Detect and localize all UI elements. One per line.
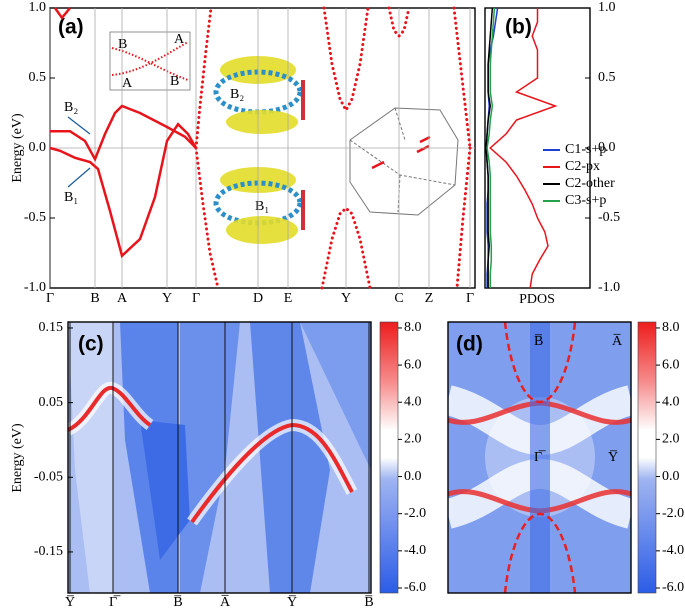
panel-label: (a)	[58, 16, 84, 39]
pdos-line	[485, 7, 494, 288]
band-line	[194, 146, 220, 290]
brillouin-zone	[349, 107, 459, 216]
panel-label: (b)	[505, 16, 532, 39]
colorbar-tick-label: 2.0	[662, 432, 680, 447]
panel-label: (c)	[78, 333, 104, 356]
y-tick-label: 0.15	[39, 320, 64, 335]
y-tick-label: -0.5	[598, 210, 620, 225]
colorbar-tick-label: 8.0	[662, 320, 680, 335]
y-tick-label: -1.0	[598, 280, 620, 295]
colorbar-tick-label: 8.0	[404, 320, 422, 335]
structure-label: B₁	[255, 199, 269, 214]
y-tick-label: 0.0	[29, 140, 47, 155]
y-tick-label: 0.5	[29, 70, 47, 85]
x-tick-label: D	[253, 291, 263, 306]
band-line	[320, 206, 372, 290]
colorbar-tick-label: 4.0	[404, 394, 422, 409]
colorbar	[379, 321, 399, 594]
band-line	[322, 6, 370, 114]
x-tick-label: Y̅	[65, 595, 75, 608]
heatmap-d	[443, 321, 636, 594]
band-line	[455, 146, 472, 290]
point-label: B̅	[534, 334, 543, 349]
point-label: A̅	[612, 334, 623, 350]
colorbar-tick-label: 6.0	[662, 357, 680, 372]
x-axis-label: PDOS	[519, 292, 555, 307]
colorbar-tick-label: 0.0	[662, 469, 680, 484]
arrow	[67, 167, 91, 188]
colorbar-tick-label: 2.0	[404, 432, 422, 447]
legend-label: C2-px	[565, 159, 600, 174]
pdos-line	[489, 8, 558, 289]
band-line	[194, 6, 213, 150]
colorbar-tick-label: 6.0	[404, 357, 422, 372]
x-tick-label: Γ̅	[109, 595, 121, 608]
y-tick-label: 0.0	[598, 140, 616, 155]
x-tick-label: A	[117, 291, 128, 306]
colorbar-tick-label: -2.0	[404, 506, 426, 521]
x-tick-label: B̅	[173, 595, 182, 608]
colorbar-tick-label: -2.0	[662, 506, 684, 521]
x-tick-label: Y̅	[287, 595, 297, 608]
x-tick-label: C	[394, 291, 403, 306]
legend-label: C2-other	[565, 176, 615, 191]
colorbar-tick-label: -4.0	[404, 543, 426, 558]
y-tick-label: -0.15	[34, 544, 63, 559]
band-line	[387, 6, 411, 39]
inset-label: A	[174, 32, 185, 47]
inset-label: B	[170, 74, 179, 89]
x-tick-label: A̅	[220, 595, 231, 608]
x-tick-label: Γ	[46, 291, 54, 306]
colorbar-tick-label: -6.0	[662, 580, 684, 595]
point-label: Y̅	[608, 450, 618, 465]
band-line	[49, 122, 198, 259]
y-tick-label: -1.0	[24, 280, 46, 295]
colorbar-tick-label: 4.0	[662, 394, 680, 409]
y-tick-label: 1.0	[29, 0, 47, 15]
legend-label: C3-s+p	[565, 193, 606, 208]
y-tick-label: 0.05	[39, 395, 64, 410]
y-tick-label: -0.05	[34, 470, 63, 485]
annotation: B₁	[64, 190, 78, 205]
x-tick-label: Γ	[192, 291, 200, 306]
structure-label: B₂	[230, 87, 244, 102]
colorbar-tick-label: -6.0	[404, 580, 426, 595]
colorbar	[637, 321, 657, 594]
x-tick-label: Y	[341, 291, 351, 306]
panel-label: (d)	[456, 333, 483, 356]
inset-label: A	[122, 76, 133, 91]
x-tick-label: Z	[425, 291, 434, 306]
inset-crossing	[109, 31, 191, 91]
x-tick-label: B	[90, 291, 99, 306]
x-tick-label: Y	[162, 291, 172, 306]
colorbar-tick-label: -4.0	[662, 543, 684, 558]
y-tick-label: 0.5	[598, 70, 616, 85]
band-line	[53, 7, 71, 20]
x-tick-label: E	[284, 291, 293, 306]
annotation: B₂	[64, 100, 78, 115]
y-tick-label: 1.0	[598, 0, 616, 15]
y-tick-label: -0.5	[24, 210, 46, 225]
x-tick-label: B̅	[364, 595, 373, 608]
y-axis-label: Energy (eV)	[10, 423, 25, 493]
colorbar-tick-label: 0.0	[404, 469, 422, 484]
arrow	[67, 116, 91, 135]
pdos-line	[486, 7, 496, 288]
band-line	[452, 6, 472, 150]
inset-label: B	[118, 37, 127, 52]
molecule-structure	[213, 56, 305, 244]
y-axis-label: Energy (eV)	[10, 113, 25, 183]
x-tick-label: Γ	[466, 291, 474, 306]
legend-label: C1-s+p	[565, 142, 606, 157]
